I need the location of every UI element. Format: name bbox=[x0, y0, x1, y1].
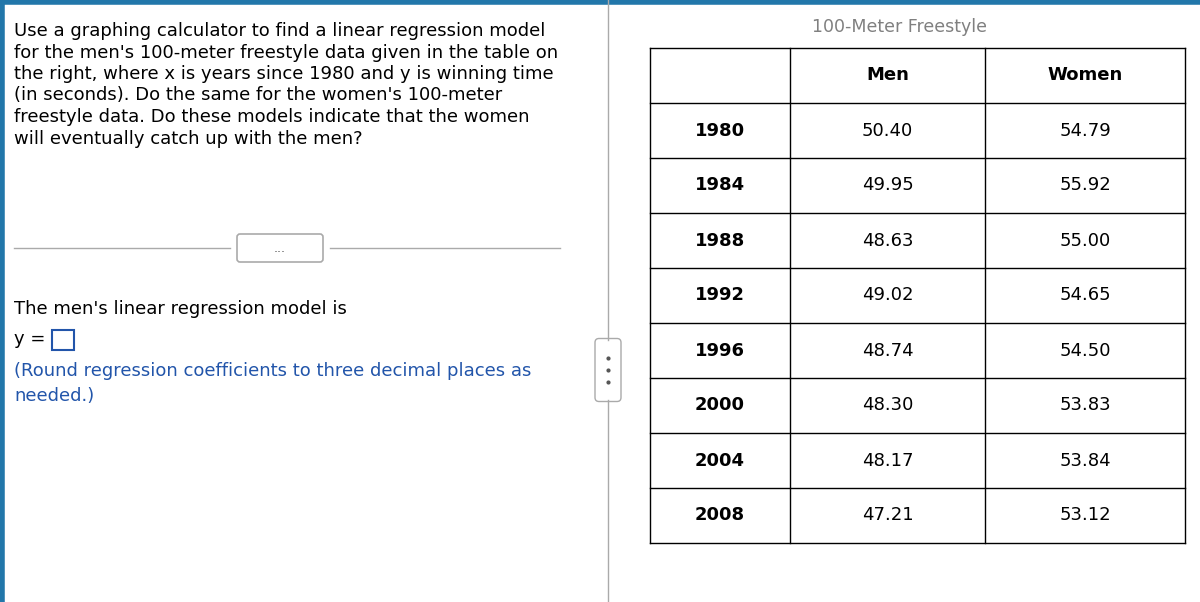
Text: 55.00: 55.00 bbox=[1060, 232, 1111, 249]
Text: 1984: 1984 bbox=[695, 176, 745, 194]
Text: (in seconds). Do the same for the women's 100-meter: (in seconds). Do the same for the women'… bbox=[14, 87, 503, 105]
Text: 54.65: 54.65 bbox=[1060, 287, 1111, 305]
Text: ...: ... bbox=[274, 243, 286, 255]
Text: 2008: 2008 bbox=[695, 506, 745, 524]
Text: 1996: 1996 bbox=[695, 341, 745, 359]
Text: 100-Meter Freestyle: 100-Meter Freestyle bbox=[812, 18, 988, 36]
Text: The men's linear regression model is: The men's linear regression model is bbox=[14, 300, 347, 318]
Text: 53.84: 53.84 bbox=[1060, 452, 1111, 470]
Text: 48.74: 48.74 bbox=[862, 341, 913, 359]
Text: 49.95: 49.95 bbox=[862, 176, 913, 194]
Text: y =: y = bbox=[14, 330, 52, 348]
Text: 48.17: 48.17 bbox=[862, 452, 913, 470]
Text: freestyle data. Do these models indicate that the women: freestyle data. Do these models indicate… bbox=[14, 108, 529, 126]
Text: (Round regression coefficients to three decimal places as
needed.): (Round regression coefficients to three … bbox=[14, 362, 532, 405]
FancyBboxPatch shape bbox=[238, 234, 323, 262]
Text: 48.63: 48.63 bbox=[862, 232, 913, 249]
Text: the right, where x is years since 1980 and y is winning time: the right, where x is years since 1980 a… bbox=[14, 65, 553, 83]
Text: 47.21: 47.21 bbox=[862, 506, 913, 524]
FancyBboxPatch shape bbox=[52, 330, 74, 350]
Text: 54.50: 54.50 bbox=[1060, 341, 1111, 359]
Text: 1980: 1980 bbox=[695, 122, 745, 140]
FancyBboxPatch shape bbox=[595, 338, 622, 402]
Text: 1992: 1992 bbox=[695, 287, 745, 305]
Text: 49.02: 49.02 bbox=[862, 287, 913, 305]
Text: 55.92: 55.92 bbox=[1060, 176, 1111, 194]
Text: 54.79: 54.79 bbox=[1060, 122, 1111, 140]
Text: 48.30: 48.30 bbox=[862, 397, 913, 415]
Text: 2000: 2000 bbox=[695, 397, 745, 415]
Text: Use a graphing calculator to find a linear regression model: Use a graphing calculator to find a line… bbox=[14, 22, 545, 40]
Text: 50.40: 50.40 bbox=[862, 122, 913, 140]
Text: for the men's 100-meter freestyle data given in the table on: for the men's 100-meter freestyle data g… bbox=[14, 43, 558, 61]
Text: 53.83: 53.83 bbox=[1060, 397, 1111, 415]
Text: will eventually catch up with the men?: will eventually catch up with the men? bbox=[14, 129, 362, 147]
Text: 2004: 2004 bbox=[695, 452, 745, 470]
Text: 53.12: 53.12 bbox=[1060, 506, 1111, 524]
Text: Women: Women bbox=[1048, 66, 1123, 84]
Text: Men: Men bbox=[866, 66, 908, 84]
Text: 1988: 1988 bbox=[695, 232, 745, 249]
